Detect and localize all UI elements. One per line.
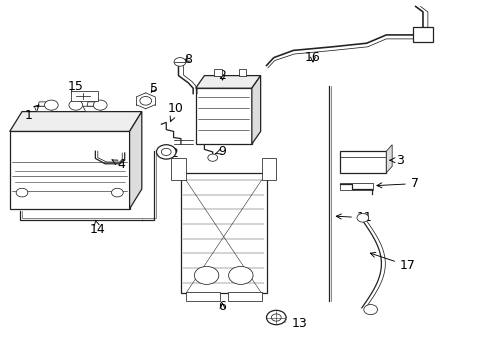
Text: 6: 6 (218, 300, 226, 313)
Text: 1: 1 (24, 105, 39, 122)
Bar (339, 183, 372, 190)
Circle shape (356, 213, 368, 222)
Circle shape (69, 100, 82, 110)
Bar (238, 69, 246, 76)
Text: 5: 5 (150, 82, 158, 95)
Polygon shape (71, 91, 98, 101)
Bar (227, 292, 262, 301)
Circle shape (156, 145, 176, 159)
Bar (185, 292, 220, 301)
Polygon shape (10, 131, 129, 209)
Circle shape (161, 148, 171, 156)
Polygon shape (251, 76, 260, 144)
Text: 2: 2 (218, 69, 226, 82)
Polygon shape (129, 112, 142, 209)
Bar (339, 151, 386, 173)
Circle shape (271, 314, 281, 321)
Text: 7: 7 (376, 177, 418, 190)
Polygon shape (195, 76, 260, 88)
Polygon shape (10, 112, 142, 131)
Bar (181, 173, 266, 293)
Circle shape (228, 266, 253, 284)
Text: 9: 9 (215, 145, 226, 158)
Text: 16: 16 (305, 51, 320, 64)
Circle shape (207, 154, 217, 161)
Text: 15: 15 (67, 80, 83, 96)
Circle shape (44, 100, 58, 110)
Text: 11: 11 (336, 211, 372, 224)
Circle shape (93, 100, 107, 110)
Text: 8: 8 (183, 53, 191, 66)
Bar (214, 69, 222, 76)
Bar (195, 88, 251, 144)
Circle shape (363, 305, 377, 315)
Circle shape (111, 188, 123, 197)
Circle shape (140, 96, 151, 105)
Text: 4: 4 (112, 158, 125, 171)
Bar (412, 27, 432, 42)
Circle shape (16, 188, 28, 197)
Text: 13: 13 (280, 317, 306, 330)
Text: 14: 14 (90, 220, 105, 236)
Circle shape (174, 58, 185, 66)
Bar (171, 158, 185, 180)
Circle shape (194, 266, 218, 284)
Polygon shape (87, 102, 99, 106)
Text: 17: 17 (369, 252, 415, 272)
Polygon shape (34, 106, 54, 112)
Text: 10: 10 (168, 102, 183, 121)
Polygon shape (386, 145, 391, 173)
Text: 12: 12 (163, 147, 179, 159)
Circle shape (266, 310, 285, 325)
Polygon shape (38, 102, 50, 106)
Polygon shape (83, 106, 102, 112)
Bar (261, 158, 276, 180)
Text: 3: 3 (389, 154, 403, 167)
